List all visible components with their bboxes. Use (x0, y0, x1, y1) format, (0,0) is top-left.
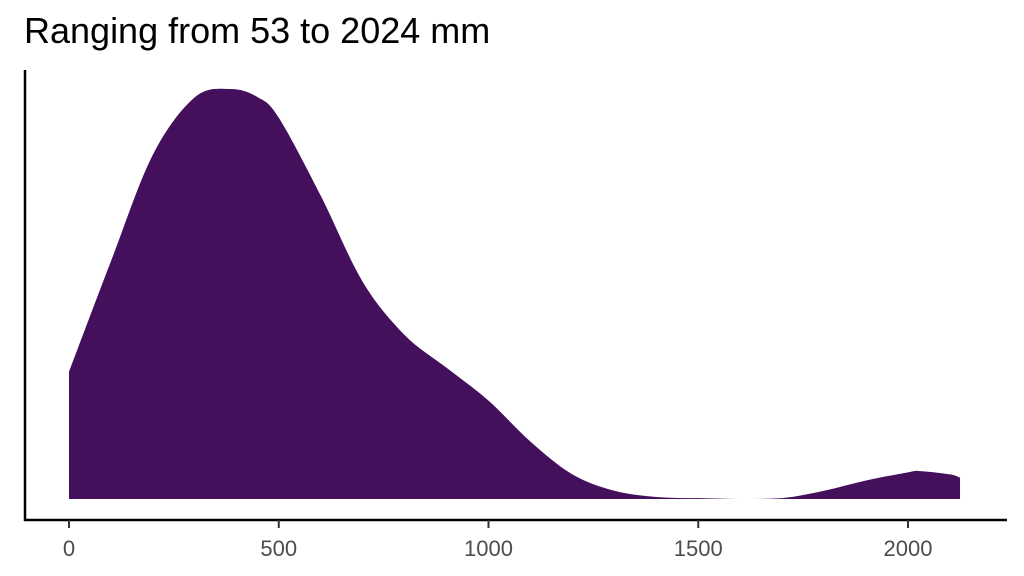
x-tick-label: 1000 (464, 536, 513, 561)
x-tick-label: 1500 (674, 536, 723, 561)
x-axis-ticks: 0 500 1000 1500 2000 (63, 520, 933, 561)
density-area (69, 88, 961, 500)
chart-title: Ranging from 53 to 2024 mm (24, 10, 491, 51)
x-tick-label: 0 (63, 536, 75, 561)
x-tick-label: 500 (260, 536, 297, 561)
x-tick-label: 2000 (884, 536, 933, 561)
